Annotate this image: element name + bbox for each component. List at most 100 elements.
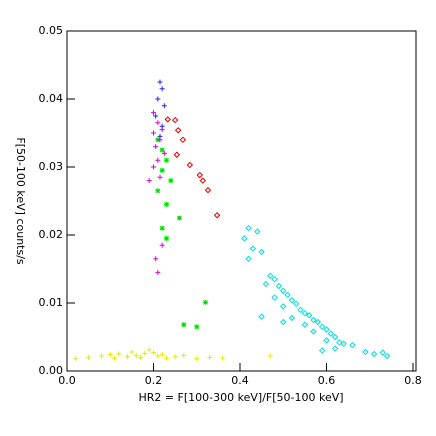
point (163, 157, 169, 163)
point (116, 351, 122, 357)
point (340, 340, 348, 348)
point (159, 352, 165, 358)
point (159, 167, 165, 173)
point (275, 282, 283, 290)
point (186, 161, 194, 169)
point (146, 178, 152, 184)
point (151, 350, 156, 356)
point (157, 79, 163, 85)
point (161, 150, 167, 156)
point (318, 347, 326, 354)
point (159, 86, 165, 92)
point (267, 272, 274, 280)
point (161, 103, 167, 109)
point (181, 352, 187, 358)
x-tick-label: 0.0 (58, 374, 76, 387)
point (73, 356, 79, 362)
point (179, 136, 187, 144)
point (159, 147, 165, 153)
point (194, 324, 200, 330)
point (323, 337, 330, 344)
point (157, 174, 163, 180)
point (310, 316, 317, 324)
point (194, 356, 200, 362)
point (164, 116, 171, 123)
point (241, 235, 248, 242)
point (245, 255, 252, 263)
point (293, 300, 300, 307)
point (173, 151, 181, 158)
point (267, 353, 273, 359)
point (314, 318, 322, 326)
point (174, 127, 182, 134)
point (336, 339, 343, 346)
point (133, 352, 139, 358)
point (305, 312, 313, 319)
x-tick-label: 0.8 (404, 374, 422, 387)
point (284, 291, 291, 299)
point (151, 164, 156, 170)
point (168, 178, 174, 184)
point (383, 352, 391, 360)
y-tick-label: 0.04 (39, 92, 64, 105)
point (163, 355, 169, 361)
plot-frame (66, 30, 417, 372)
point (349, 341, 356, 349)
x-axis-label: HR2 = F[100-300 keV]/F[50-100 keV] (138, 391, 343, 404)
point (271, 294, 278, 301)
point (220, 355, 226, 361)
point (157, 133, 163, 139)
point (181, 322, 187, 328)
point (301, 321, 309, 328)
point (207, 354, 213, 360)
point (172, 354, 178, 360)
point (86, 354, 92, 360)
point (155, 188, 161, 194)
point (151, 130, 156, 136)
y-tick-label: 0.01 (39, 296, 64, 309)
point (159, 242, 165, 248)
point (159, 123, 165, 129)
point (249, 245, 257, 252)
point (163, 201, 169, 207)
point (379, 349, 386, 356)
point (271, 275, 278, 283)
point (310, 328, 317, 335)
point (176, 215, 182, 221)
point (138, 354, 144, 360)
point (280, 303, 287, 310)
y-tick-label: 0.02 (39, 228, 64, 241)
point (331, 345, 339, 352)
point (202, 299, 208, 305)
y-tick-label: 0.05 (39, 24, 64, 37)
point (155, 353, 161, 359)
point (288, 314, 296, 322)
x-tick-label: 0.4 (231, 374, 249, 387)
x-tick-label: 0.6 (318, 374, 336, 387)
y-tick-label: 0.03 (39, 160, 64, 173)
point (146, 347, 152, 353)
point (153, 256, 159, 262)
point (159, 225, 165, 231)
point (125, 354, 131, 360)
x-tick-label: 0.2 (145, 374, 163, 387)
point (171, 116, 179, 124)
point (142, 350, 148, 356)
point (318, 323, 326, 331)
point (204, 186, 212, 194)
point (155, 157, 161, 163)
point (163, 235, 169, 241)
point (153, 113, 159, 119)
point (112, 355, 118, 361)
point (153, 144, 159, 150)
point (362, 348, 369, 356)
point (288, 297, 296, 304)
point (199, 177, 207, 184)
point (297, 306, 304, 314)
point (99, 353, 105, 359)
y-tick-label: 0.00 (39, 364, 64, 377)
point (331, 333, 339, 341)
point (245, 224, 252, 232)
point (155, 120, 161, 126)
